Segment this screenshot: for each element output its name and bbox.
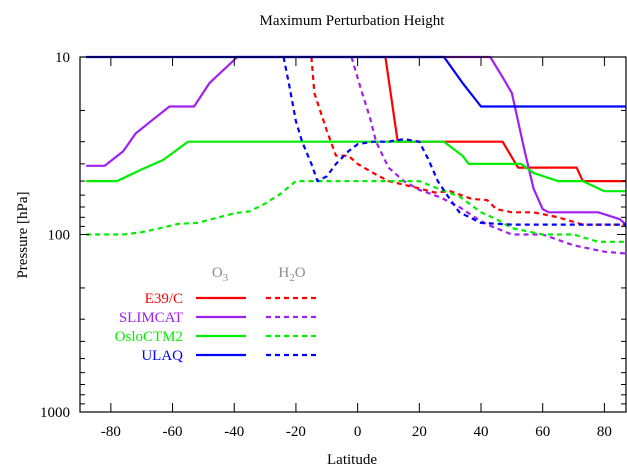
x-tick-label: 60 [535, 424, 550, 440]
x-tick-label: 40 [474, 424, 489, 440]
x-tick-label: 0 [354, 424, 362, 440]
legend-header-h2o: H2O [278, 265, 305, 284]
series-layer [86, 55, 627, 255]
legend-label-ulaq: ULAQ [141, 348, 183, 364]
x-tick-label: -80 [101, 424, 121, 440]
chart-title: Maximum Perturbation Height [260, 13, 446, 29]
series-osloctm2-o3 [86, 140, 626, 193]
x-tick-label: -60 [163, 424, 183, 440]
series-e39-c-o3 [384, 56, 626, 183]
x-axis-label: Latitude [327, 452, 377, 467]
y-axis-label: Pressure [hPa] [15, 191, 31, 278]
y-tick-label: 10 [55, 50, 70, 66]
legend-header-o3: O3 [212, 265, 229, 284]
x-tick-label: 20 [412, 424, 427, 440]
legend-label-slimcat: SLIMCAT [119, 310, 183, 326]
series-slimcat-h2o [350, 56, 627, 255]
y-tick-label: 1000 [40, 405, 70, 421]
series-ulaq-h2o [282, 56, 626, 226]
series-e39-c-h2o [310, 56, 626, 226]
series-osloctm2-h2o [86, 180, 626, 243]
legend: O3 H2O E39/C SLIMCAT OsloCTM2 ULAQ [115, 265, 318, 364]
series-ulaq-o3 [86, 55, 626, 108]
y-tick-label: 100 [48, 228, 71, 244]
x-tick-label: -20 [286, 424, 306, 440]
legend-label-osloctm2: OsloCTM2 [115, 329, 183, 345]
x-tick-label: -40 [224, 424, 244, 440]
legend-label-e39-c: E39/C [145, 291, 183, 307]
x-tick-label: 80 [597, 424, 612, 440]
axes-layer: -80 -60 -40 -20 0 20 40 60 80 10 100 1000 [40, 50, 626, 440]
